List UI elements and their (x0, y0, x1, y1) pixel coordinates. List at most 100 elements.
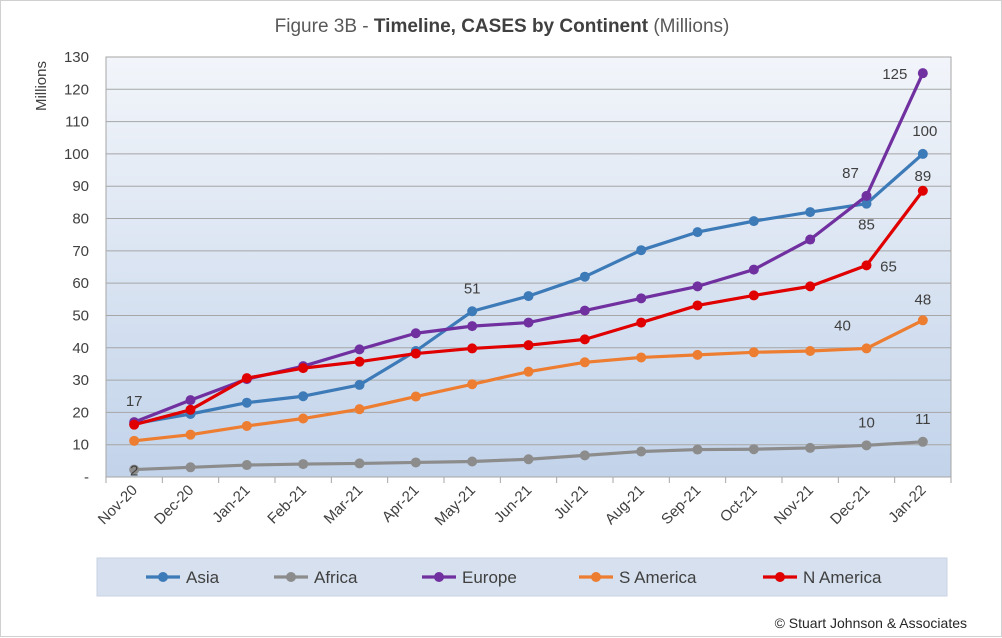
data-point-europe (917, 68, 928, 79)
data-point-s-america (467, 379, 478, 390)
data-point-n-america (748, 290, 759, 301)
data-point-asia (917, 148, 928, 159)
data-point-n-america (241, 373, 252, 384)
data-point-asia (354, 379, 365, 390)
data-label-asia: 51 (464, 280, 481, 297)
data-point-n-america (805, 281, 816, 292)
data-point-s-america (692, 349, 703, 360)
chart-title: Figure 3B - Timeline, CASES by Continent… (275, 16, 730, 37)
legend-label: Asia (186, 568, 220, 587)
series-n-america (129, 185, 928, 430)
data-point-europe (692, 281, 703, 292)
data-point-africa (805, 442, 816, 453)
legend-swatch-marker (775, 572, 785, 582)
data-label-asia: 100 (912, 123, 937, 140)
data-point-asia (467, 306, 478, 317)
x-tick-label: Nov-20 (95, 482, 141, 528)
data-point-africa (748, 444, 759, 455)
data-point-europe (805, 234, 816, 245)
legend-item-s-america: S America (579, 568, 697, 587)
x-tick-label: Jun-21 (491, 482, 535, 526)
data-point-s-america (917, 315, 928, 326)
x-tick-label: May-21 (432, 482, 479, 529)
data-point-africa (410, 457, 421, 468)
legend-swatch-marker (286, 572, 296, 582)
data-point-africa (523, 454, 534, 465)
data-label-europe: 125 (882, 66, 907, 83)
data-point-n-america (467, 343, 478, 354)
data-label-asia: 85 (858, 217, 875, 234)
x-tick-label: Nov-21 (771, 482, 817, 528)
data-point-n-america (298, 363, 309, 374)
legend-swatch-marker (591, 572, 601, 582)
data-point-africa (354, 458, 365, 469)
x-tick-label: Dec-20 (151, 482, 197, 528)
chart-title-bold: Timeline, CASES by Continent (374, 16, 649, 37)
data-point-n-america (692, 300, 703, 311)
data-point-n-america (129, 419, 140, 430)
legend-label: Africa (314, 568, 358, 587)
data-point-s-america (579, 357, 590, 368)
data-point-asia (298, 391, 309, 402)
data-point-s-america (805, 346, 816, 356)
data-point-s-america (241, 420, 252, 431)
y-tick-label: 50 (72, 307, 89, 324)
data-point-n-america (354, 356, 365, 367)
y-tick-label: 110 (65, 114, 89, 131)
y-tick-label: 60 (72, 275, 89, 292)
data-label-africa: 11 (915, 411, 931, 428)
series-africa (129, 436, 928, 475)
data-label-n-america: 65 (880, 258, 897, 275)
plot-area (105, 56, 952, 478)
data-label-n-america: 89 (914, 168, 931, 185)
data-point-s-america (298, 413, 309, 424)
data-point-s-america (861, 343, 872, 354)
y-tick-label: 70 (72, 243, 89, 260)
x-tick-label: Jul-21 (551, 482, 592, 523)
y-tick-label: 100 (64, 146, 89, 163)
copyright-text: © Stuart Johnson & Associates (775, 615, 967, 631)
y-tick-label: 30 (72, 372, 89, 389)
data-point-europe (636, 293, 647, 304)
data-label-s-america: 40 (834, 317, 851, 334)
legend-box (96, 557, 948, 597)
data-label-europe: 87 (842, 165, 859, 182)
data-point-africa (467, 456, 478, 467)
data-point-africa (692, 444, 703, 455)
series-s-america (129, 315, 928, 446)
x-tick-label: Apr-21 (379, 482, 423, 526)
legend-label: S America (619, 568, 697, 587)
data-point-n-america (410, 348, 421, 359)
x-tick-label: Jan-22 (885, 482, 929, 526)
legend-label: Europe (462, 568, 517, 587)
data-point-africa (917, 436, 928, 447)
y-tick-label: 40 (72, 340, 89, 357)
data-point-n-america (579, 334, 590, 345)
x-tick-label: Feb-21 (264, 482, 310, 528)
data-point-africa (636, 446, 647, 457)
data-point-n-america (523, 340, 534, 351)
data-point-s-america (185, 429, 196, 440)
data-point-europe (748, 264, 759, 275)
data-point-africa (861, 440, 872, 451)
chart-title-suffix: (Millions) (648, 16, 729, 37)
data-point-europe (354, 344, 365, 355)
data-point-n-america (861, 260, 872, 271)
data-point-africa (129, 464, 140, 475)
data-point-s-america (523, 366, 534, 377)
data-point-asia (692, 227, 703, 238)
y-tick-label: 80 (72, 211, 89, 228)
x-tick-label: Oct-21 (717, 482, 761, 526)
data-point-asia (241, 397, 252, 408)
data-point-europe (410, 328, 421, 339)
x-tick-labels: Nov-20 Dec-20 Jan-21 Feb-21 Mar-21 Apr-21 May-… (95, 477, 952, 529)
data-point-n-america (917, 185, 928, 196)
data-point-n-america (185, 404, 196, 415)
data-point-s-america (129, 435, 140, 446)
data-point-africa (185, 462, 196, 473)
y-tick-labels: - 10 20 30 40 50 60 70 80 90 100 110 120 130 (64, 49, 89, 486)
legend-item-asia: Asia (146, 568, 220, 587)
data-label-africa: 2 (130, 463, 138, 480)
data-point-s-america (354, 404, 365, 415)
